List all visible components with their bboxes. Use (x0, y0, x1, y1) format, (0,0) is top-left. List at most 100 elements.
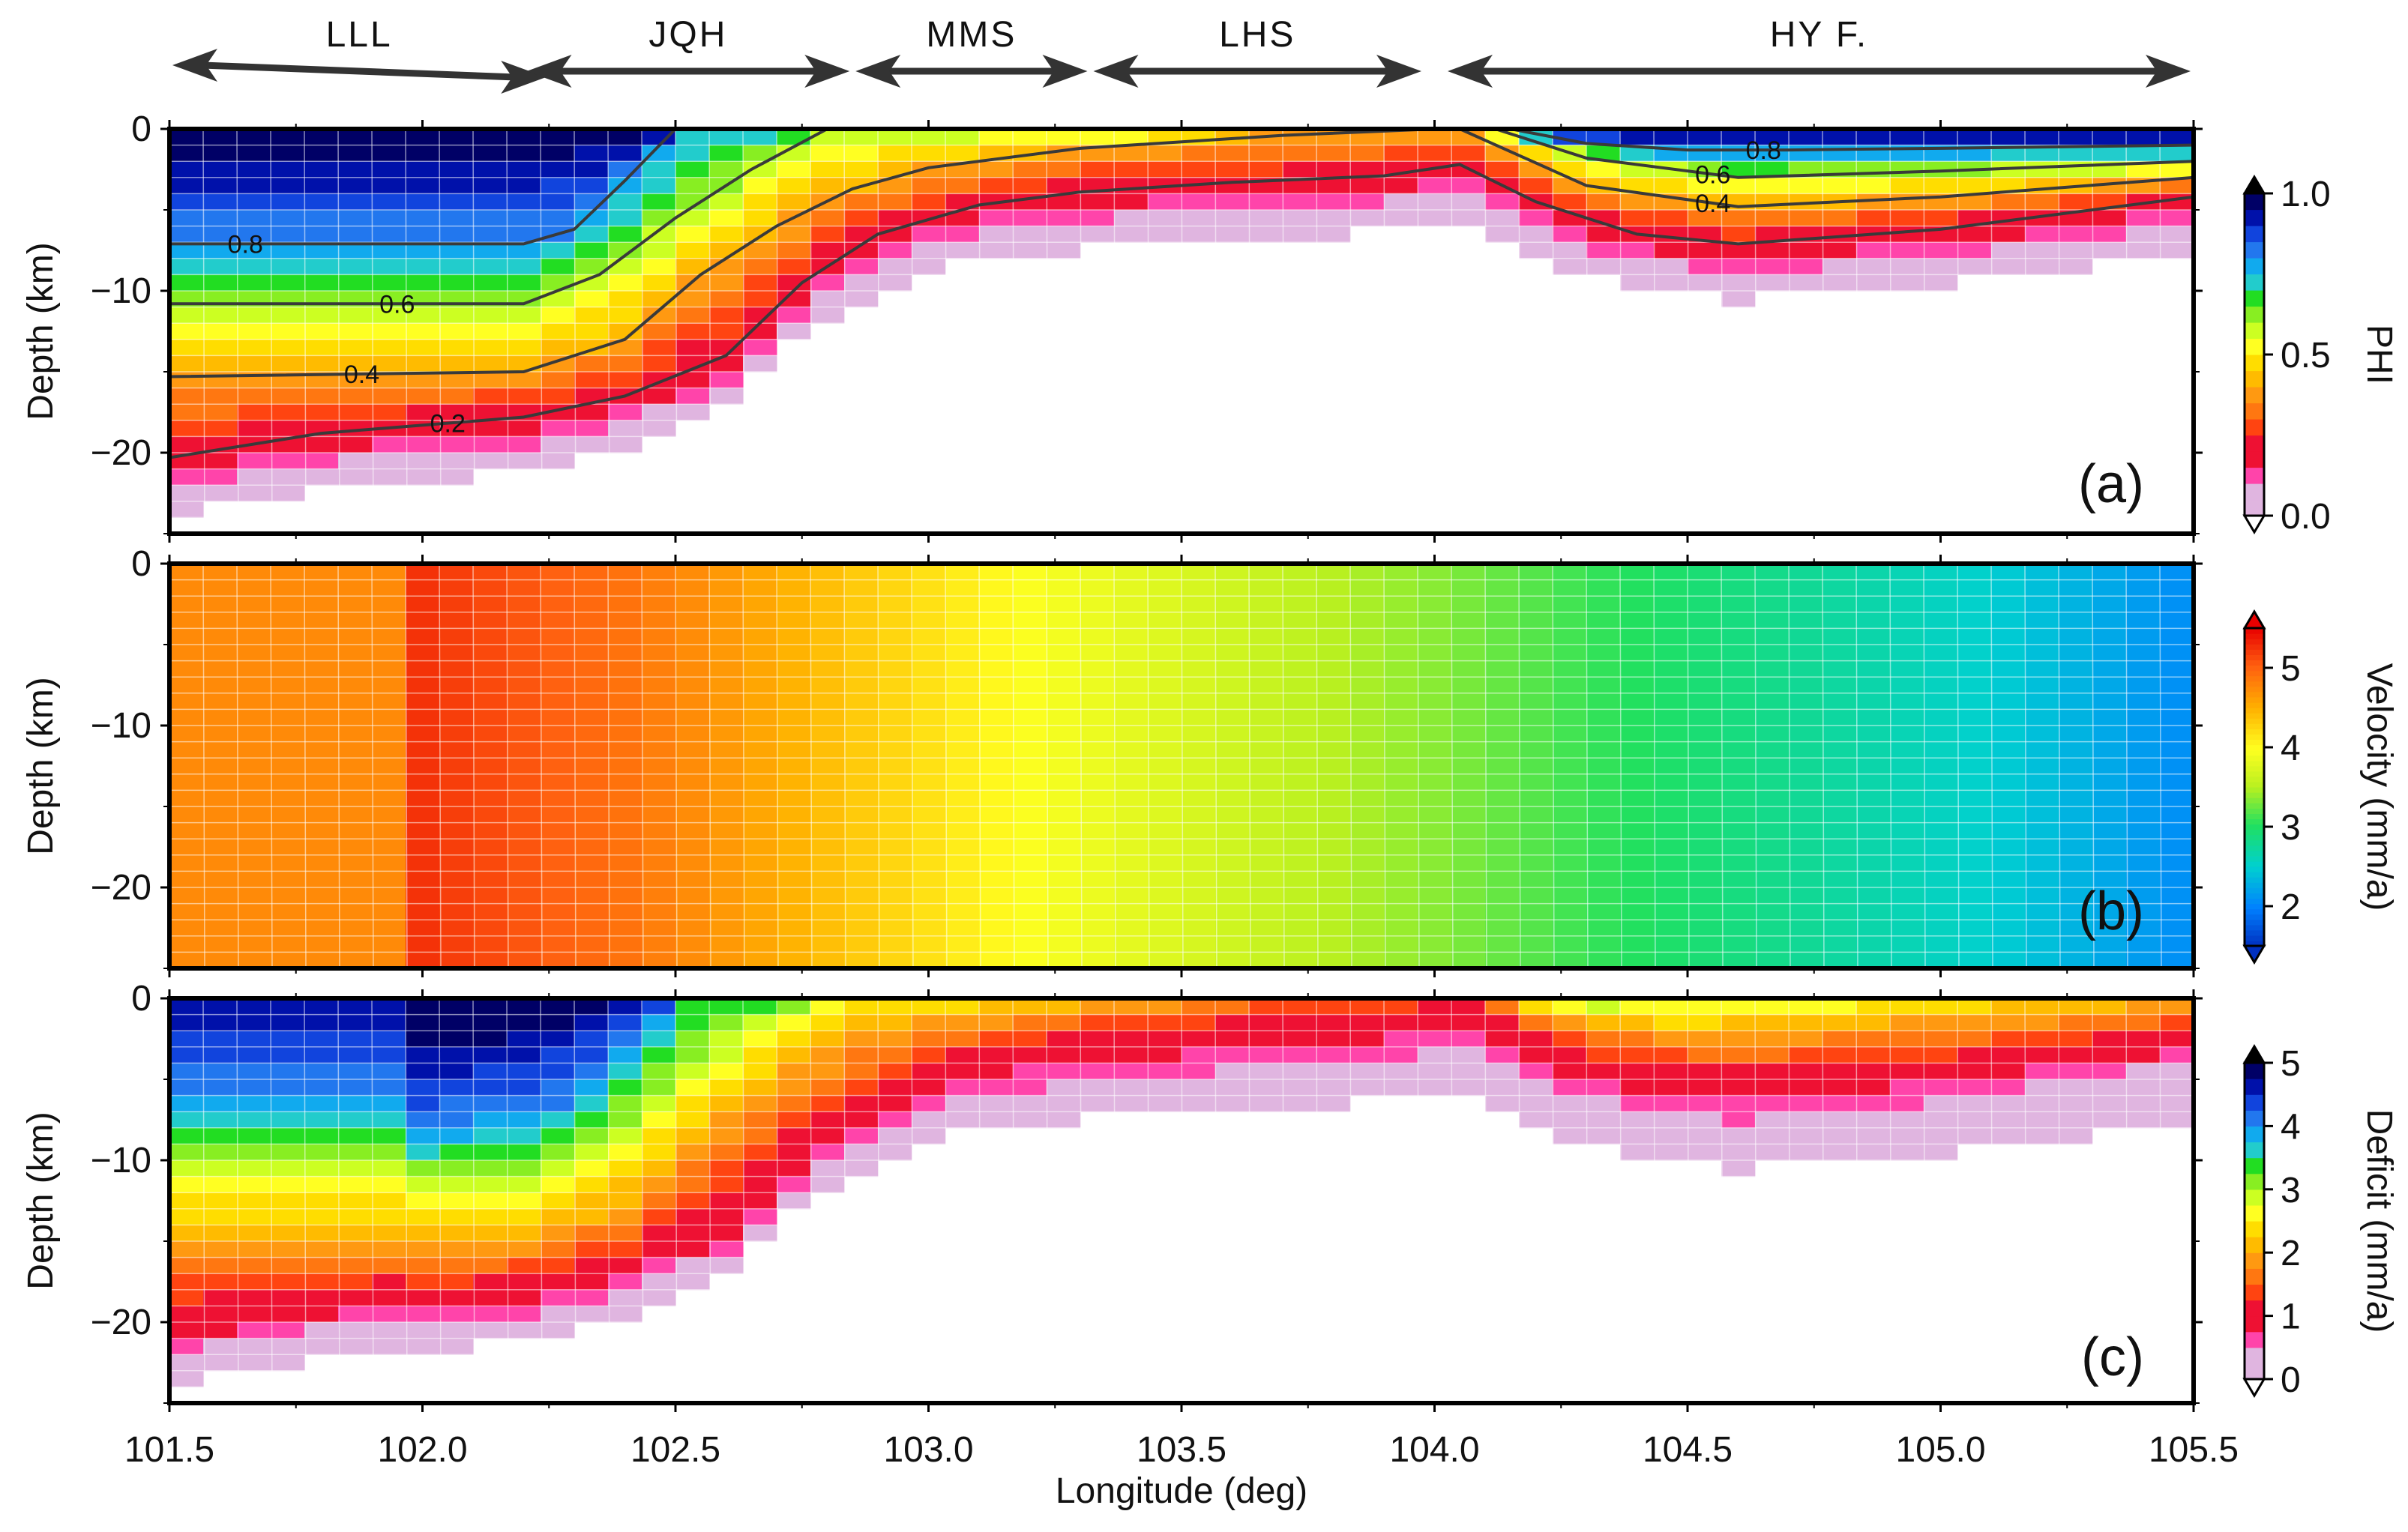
heatmap-cell (1451, 145, 1486, 162)
heatmap-cell (810, 242, 845, 259)
heatmap-cell (203, 1144, 238, 1161)
heatmap-cell (1553, 242, 1587, 259)
heatmap-cell (473, 741, 508, 759)
heatmap-cell (237, 903, 271, 920)
heatmap-cell (1620, 1079, 1655, 1097)
heatmap-cell (1890, 952, 1924, 968)
heatmap-cell (1283, 693, 1317, 710)
heatmap-cell (439, 258, 474, 275)
arrow-head-right (1042, 55, 1088, 88)
heatmap-cell (439, 1208, 474, 1225)
heatmap-cell (169, 1208, 204, 1225)
heatmap-cell (1755, 758, 1790, 775)
heatmap-cell (1721, 660, 1756, 678)
heatmap-cell (406, 1176, 440, 1193)
heatmap-cell (743, 998, 777, 1016)
grid-line (1687, 129, 1690, 534)
heatmap-cell (777, 935, 811, 953)
heatmap-cell (1957, 677, 1992, 694)
heatmap-cell (912, 790, 946, 807)
heatmap-cell (1485, 145, 1520, 162)
heatmap-cell (507, 1273, 541, 1291)
heatmap-cell (709, 579, 744, 597)
heatmap-cell (338, 677, 373, 694)
heatmap-cell (473, 887, 508, 905)
colorbar-swatch (2245, 1331, 2264, 1348)
heatmap-cell (1249, 903, 1283, 920)
heatmap-cell (1957, 1079, 1992, 1097)
grid-line (1113, 998, 1116, 1403)
heatmap-cell (271, 1176, 305, 1193)
heatmap-cell (1654, 854, 1688, 872)
heatmap-cell (979, 1046, 1014, 1064)
heatmap-cell (1586, 1095, 1621, 1112)
grid-line (236, 564, 239, 968)
heatmap-cell (338, 1338, 373, 1355)
heatmap-cell (271, 1014, 305, 1031)
heatmap-cell (1789, 726, 1823, 743)
heatmap-cell (169, 193, 204, 211)
heatmap-cell (1553, 226, 1587, 243)
colorbar-swatch (2245, 792, 2264, 798)
heatmap-cell (1924, 1031, 1958, 1048)
heatmap-cell (1620, 839, 1655, 856)
heatmap-cell (1991, 564, 2026, 581)
heatmap-cell (1148, 709, 1182, 726)
heatmap-cell (439, 468, 474, 486)
heatmap-cell (1485, 645, 1520, 662)
heatmap-cell (675, 773, 710, 791)
heatmap-cell (507, 1031, 541, 1048)
heatmap-cell (1485, 952, 1520, 968)
heatmap-cell (743, 1031, 777, 1048)
heatmap-cell (1789, 1014, 1823, 1031)
heatmap-cell (541, 387, 575, 405)
grid-line (1349, 129, 1352, 534)
heatmap-cell (473, 596, 508, 613)
heatmap-cell (608, 1208, 642, 1225)
heatmap-cell (473, 709, 508, 726)
heatmap-cell (979, 773, 1014, 791)
heatmap-cell (1485, 709, 1520, 726)
grid-line (1451, 998, 1454, 1403)
heatmap-cell (1890, 177, 1924, 194)
heatmap-cell (1721, 579, 1756, 597)
heatmap-cell (1047, 1079, 1081, 1097)
heatmap-cell (507, 920, 541, 937)
heatmap-cell (1890, 193, 1924, 211)
arrow-head-left (172, 49, 217, 82)
colorbar-swatch (2245, 290, 2264, 307)
heatmap-cell (1688, 1127, 1722, 1145)
heatmap-cell (1148, 596, 1182, 613)
heatmap-cell (810, 998, 845, 1016)
heatmap-cell (844, 839, 879, 856)
heatmap-cell (2092, 145, 2127, 162)
heatmap-cell (1182, 741, 1216, 759)
heatmap-cell (271, 612, 305, 629)
grid-line (607, 564, 610, 968)
heatmap-cell (777, 790, 811, 807)
heatmap-cell (912, 1063, 946, 1080)
heatmap-cell (203, 1322, 238, 1339)
heatmap-cell (1519, 579, 1553, 597)
heatmap-cell (777, 258, 811, 275)
heatmap-cell (473, 1257, 508, 1274)
heatmap-cell (1991, 758, 2026, 775)
heatmap-cell (574, 1095, 609, 1112)
heatmap-cell (1519, 645, 1553, 662)
heatmap-cell (1755, 677, 1790, 694)
heatmap-cell (1047, 839, 1081, 856)
heatmap-cell (203, 1063, 238, 1080)
heatmap-cell (271, 854, 305, 872)
heatmap-cell (1856, 1112, 1891, 1129)
heatmap-cell (1316, 887, 1351, 905)
heatmap-cell (2025, 1095, 2059, 1112)
heatmap-cell (169, 660, 204, 678)
heatmap-cell (1182, 612, 1216, 629)
heatmap-cell (439, 436, 474, 453)
heatmap-cell (1654, 1014, 1688, 1031)
heatmap-cell (642, 758, 676, 775)
colorbar-swatch (2245, 824, 2264, 830)
heatmap-cell (271, 404, 305, 421)
grid-line (1113, 564, 1116, 968)
